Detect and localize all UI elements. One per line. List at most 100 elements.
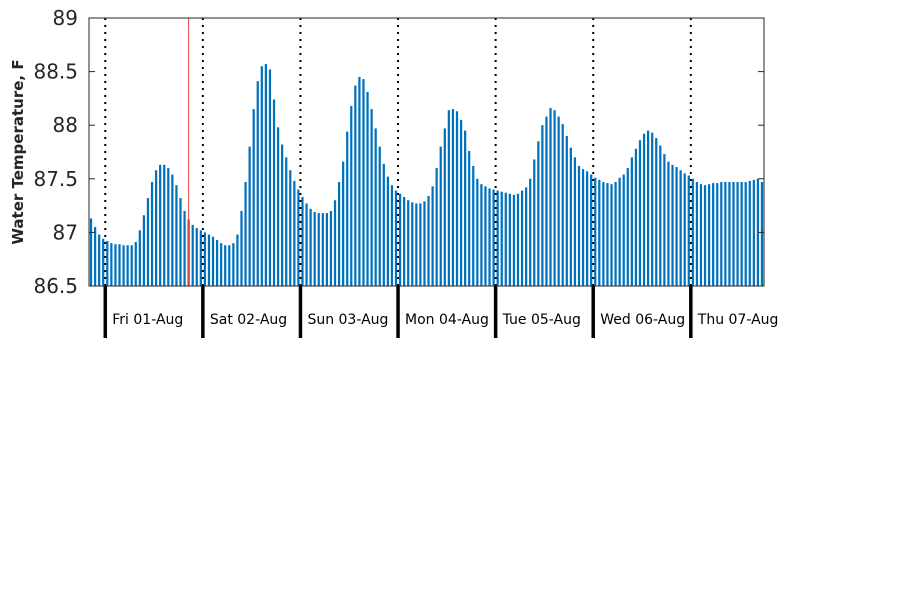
bar	[126, 245, 129, 286]
bar	[159, 164, 162, 286]
bar	[634, 148, 638, 286]
bar	[472, 165, 475, 286]
bar	[480, 184, 483, 286]
y-tick-label: 87.5	[33, 167, 78, 191]
bar	[309, 208, 312, 286]
bar	[293, 180, 296, 286]
bar	[618, 177, 621, 286]
bar	[484, 186, 487, 286]
bar	[683, 173, 686, 286]
bar	[541, 125, 544, 286]
bar	[752, 179, 755, 286]
bar	[244, 182, 247, 286]
day-label: Mon 04-Aug	[405, 312, 489, 328]
bar	[577, 165, 581, 286]
bar	[175, 185, 178, 286]
bar	[333, 200, 337, 286]
bar	[525, 187, 528, 286]
bar	[281, 144, 284, 286]
bar	[199, 230, 202, 286]
bar	[427, 195, 430, 286]
bar	[268, 69, 272, 287]
bar	[390, 185, 394, 286]
bar	[228, 245, 231, 286]
bar	[289, 170, 292, 286]
bar	[443, 128, 446, 286]
bar	[232, 243, 235, 286]
bar	[423, 201, 426, 286]
bar	[374, 128, 377, 286]
bar	[512, 194, 516, 286]
bar	[626, 168, 629, 286]
day-label: Wed 06-Aug	[600, 312, 685, 328]
bar	[110, 243, 113, 286]
x-axis-day-ticks	[103, 286, 693, 338]
bar	[687, 175, 690, 286]
bar	[256, 81, 259, 286]
bar	[407, 200, 410, 286]
day-label: Tue 05-Aug	[502, 312, 581, 328]
bar	[342, 161, 345, 286]
bar	[325, 213, 328, 286]
bar	[122, 245, 125, 286]
bar	[622, 174, 625, 286]
bar	[496, 190, 499, 286]
bar	[720, 182, 723, 286]
bar	[134, 242, 137, 286]
bar	[504, 192, 507, 286]
y-tick-label: 89	[53, 6, 78, 30]
bar	[337, 182, 341, 286]
bar	[102, 238, 105, 286]
bar	[370, 109, 373, 287]
bar	[598, 179, 601, 286]
bar	[362, 79, 365, 286]
bar	[350, 105, 353, 287]
bar	[89, 218, 93, 286]
bar	[549, 108, 552, 286]
bar	[285, 157, 288, 286]
bar	[614, 182, 617, 286]
bar-series	[89, 64, 764, 287]
bar	[403, 197, 406, 286]
bar	[459, 119, 463, 286]
bar	[691, 178, 694, 286]
bar	[179, 198, 182, 286]
bar	[516, 193, 520, 286]
bar	[533, 159, 536, 286]
bar	[716, 183, 719, 286]
bar	[264, 64, 267, 286]
bar	[106, 240, 109, 286]
bar	[167, 168, 170, 286]
bar	[468, 150, 471, 286]
day-label: Thu 07-Aug	[697, 312, 779, 328]
bar	[594, 177, 597, 286]
bar	[346, 131, 349, 286]
bar	[321, 213, 324, 286]
bar	[703, 185, 707, 286]
bar	[297, 189, 300, 286]
bar	[476, 178, 479, 286]
bar	[386, 176, 389, 286]
bar	[439, 146, 442, 286]
bar	[183, 210, 186, 286]
bar	[728, 182, 731, 286]
bar	[114, 244, 117, 286]
bar	[675, 167, 678, 286]
bar	[732, 182, 735, 286]
bar	[712, 183, 715, 286]
bar	[272, 99, 276, 286]
day-label: Sat 02-Aug	[210, 312, 287, 328]
plot-frame	[88, 17, 765, 287]
bar	[195, 228, 198, 286]
bar	[419, 203, 422, 286]
bar	[569, 147, 572, 286]
y-tick-label: 86.5	[33, 274, 78, 298]
bar	[220, 243, 223, 286]
bar	[191, 224, 194, 286]
bar	[378, 146, 381, 286]
y-axis-label: Water Temperature, F	[9, 59, 27, 244]
bar	[394, 190, 398, 286]
day-label: Sun 03-Aug	[307, 312, 388, 328]
bar	[329, 210, 333, 286]
